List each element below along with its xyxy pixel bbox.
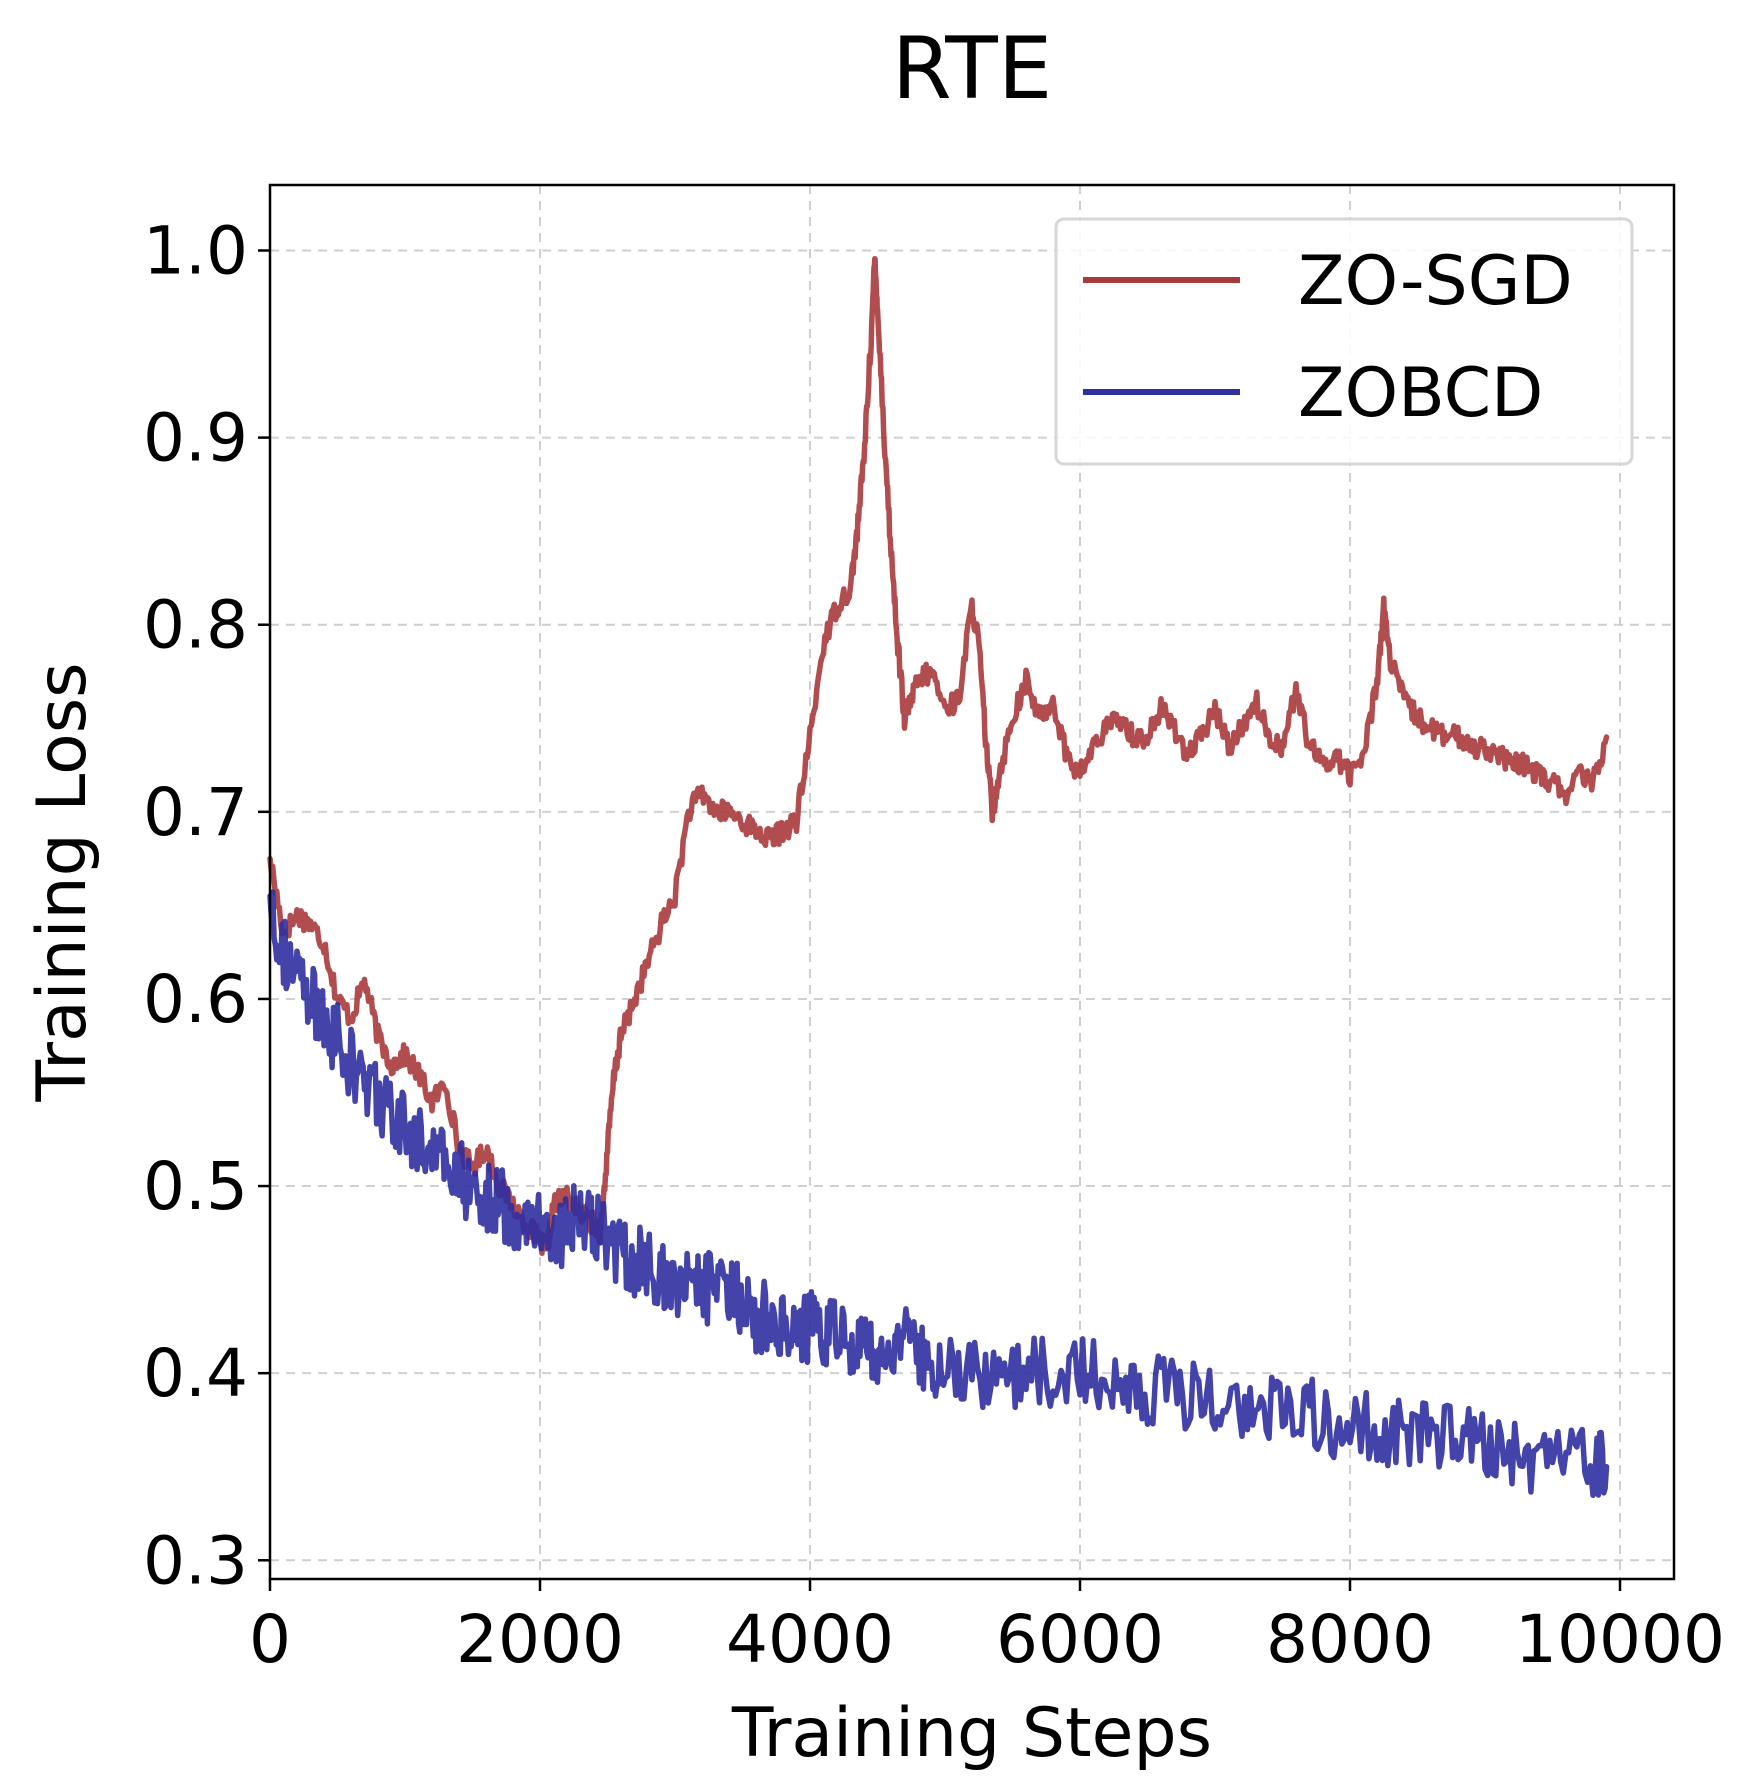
x-tick-label: 10000: [1515, 1601, 1725, 1678]
y-tick-label: 0.3: [143, 1522, 248, 1599]
y-tick-label: 0.7: [143, 774, 248, 851]
y-tick-label: 0.5: [143, 1148, 248, 1225]
y-tick-label: 0.4: [143, 1335, 248, 1412]
x-tick-label: 4000: [726, 1601, 894, 1678]
y-tick-label: 1.0: [143, 212, 248, 289]
legend-label-zobcd: ZOBCD: [1298, 354, 1543, 433]
y-tick-label: 0.8: [143, 587, 248, 664]
axis-ticks: 0 2000 4000 6000 8000 10000 0.3 0.4 0.5 0.6 0.7 0.8…: [143, 212, 1725, 1678]
x-axis-label: Training Steps: [731, 1694, 1212, 1773]
legend-label-zo-sgd: ZO-SGD: [1298, 242, 1573, 321]
x-tick-label: 0: [249, 1601, 291, 1678]
legend: ZO-SGD ZOBCD: [1054, 217, 1634, 466]
x-tick-label: 8000: [1266, 1601, 1434, 1678]
y-axis-label: Training Loss: [23, 662, 102, 1102]
plot-lines: [267, 256, 1610, 1499]
x-tick-label: 2000: [456, 1601, 624, 1678]
x-tick-label: 6000: [996, 1601, 1164, 1678]
series-line-zo-sgd: [267, 256, 1610, 1257]
y-tick-label: 0.9: [143, 400, 248, 477]
plot-frame: [268, 183, 1676, 1581]
series-line-zobcd: [267, 889, 1610, 1499]
y-tick-label: 0.6: [143, 961, 248, 1038]
chart-title: RTE: [892, 19, 1052, 119]
